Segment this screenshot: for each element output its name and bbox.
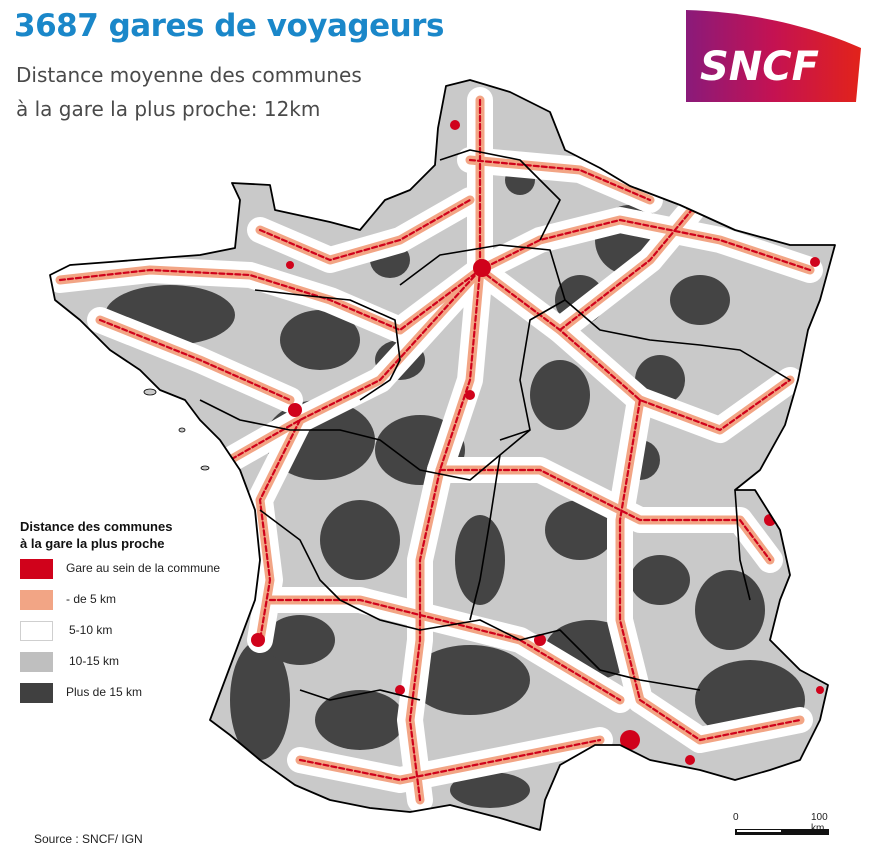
map-subtitle: Distance moyenne des communes à la gare … [16,58,436,126]
legend-item-under-5km: - de 5 km [20,583,260,614]
legend-title: Distance des communes à la gare la plus … [20,518,260,552]
legend-label-10-15km: 10-15 km [69,654,120,668]
station-clusters [251,120,824,765]
legend-title-line-1: Distance des communes [20,519,173,534]
region-boundaries [199,149,791,701]
legend-title-line-2: à la gare la plus proche [20,536,165,551]
legend-label-station: Gare au sein de la commune [66,561,221,575]
legend-swatch-10-15km [20,652,53,672]
legend-label-under-5km: - de 5 km [66,592,117,606]
legend-item-10-15km: 10-15 km [20,645,260,676]
legend-swatch-under-5km [20,590,53,610]
coastal-islands [143,388,210,471]
legend-swatch-5-10km [20,621,53,641]
scale-start-label: 0 [733,812,739,823]
logo-background [686,10,861,102]
legend-swatch-station [20,559,53,579]
map-title: 3687 gares de voyageurs [14,8,444,44]
legend-label-over-15km: Plus de 15 km [66,685,143,699]
legend-label-5-10km: 5-10 km [69,623,113,637]
sncf-logo: SNCF [686,10,861,102]
legend-item-over-15km: Plus de 15 km [20,676,260,707]
legend-item-5-10km: 5-10 km [20,614,260,645]
subtitle-line-2: à la gare la plus proche: 12km [16,97,321,121]
france-outline [49,79,836,831]
scale-bar-line [735,829,829,835]
logo-text: SNCF [700,44,819,90]
subtitle-line-1: Distance moyenne des communes [16,63,362,87]
source-credit: Source : SNCF/ IGN [34,832,143,846]
scale-end-label: 100 km [811,812,828,834]
station-lines [58,98,812,802]
legend-swatch-over-15km [20,683,53,703]
scale-bar-segment [737,830,781,832]
map-legend: Distance des communes à la gare la plus … [20,518,260,707]
legend-item-station: Gare au sein de la commune [20,552,260,583]
